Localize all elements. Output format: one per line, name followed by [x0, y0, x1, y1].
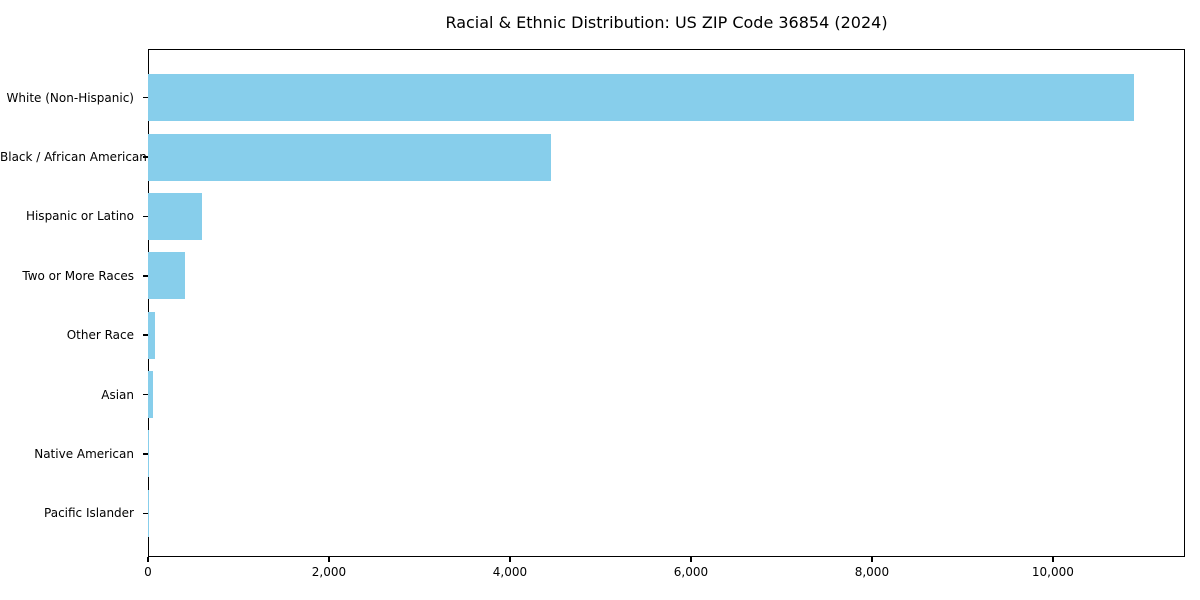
bar-row: Other Race — [0, 306, 1185, 365]
x-tick-mark — [328, 557, 330, 562]
bar-row: Asian — [0, 365, 1185, 424]
bar-track — [148, 371, 1185, 419]
y-tick-mark — [143, 512, 148, 515]
y-tick-mark — [143, 215, 148, 218]
y-axis-label: Other Race — [66, 328, 134, 343]
plot-area — [148, 49, 1185, 557]
y-tick-mark — [143, 334, 148, 336]
bar-track — [148, 192, 1185, 240]
y-axis-label: White (Non-Hispanic) — [6, 90, 134, 105]
y-axis-label: Pacific Islander — [44, 506, 134, 521]
bar — [148, 311, 156, 359]
bar-row: Two or More Races — [0, 246, 1185, 305]
y-tick-mark — [143, 96, 148, 99]
y-tick-mark — [143, 393, 148, 396]
y-tick-mark — [143, 453, 148, 455]
x-tick-mark — [690, 557, 692, 562]
bar — [148, 133, 551, 181]
bar-track — [148, 430, 1185, 478]
bar — [148, 74, 1135, 122]
bar — [148, 252, 186, 300]
bar-row: Black / African American — [0, 127, 1185, 186]
bar — [148, 430, 149, 478]
bar-track — [148, 311, 1185, 359]
chart-title: Racial & Ethnic Distribution: US ZIP Cod… — [445, 13, 888, 32]
y-axis-label: Native American — [34, 446, 134, 461]
y-axis-label: Black / African American — [0, 150, 147, 165]
bar-track — [148, 74, 1185, 122]
x-tick-mark — [509, 557, 511, 562]
bar — [148, 371, 153, 419]
x-tick-label: 8,000 — [854, 565, 890, 579]
y-axis-label: Asian — [101, 387, 134, 402]
x-tick-label: 0 — [144, 565, 152, 579]
x-tick-mark — [871, 557, 873, 562]
y-axis-label: Hispanic or Latino — [25, 209, 134, 224]
bar-track — [148, 252, 1185, 300]
x-axis: 0 2,000 4,000 6,000 8,000 10,000 — [144, 557, 1185, 587]
x-tick-label: 6,000 — [673, 565, 709, 579]
bar-track — [148, 133, 1185, 181]
y-axis-label: Two or More Races — [22, 268, 134, 283]
bar-track — [148, 489, 1185, 537]
bars-container: White (Non-Hispanic) Black / African Amer… — [0, 68, 1185, 543]
x-tick-label: 2,000 — [311, 565, 347, 579]
bar-row: Hispanic or Latino — [0, 187, 1185, 246]
x-tick-mark — [1052, 557, 1054, 562]
x-tick-label: 10,000 — [1031, 565, 1074, 579]
y-tick-mark — [143, 156, 148, 158]
bar-row: White (Non-Hispanic) — [0, 68, 1185, 127]
bar-row: Native American — [0, 424, 1185, 483]
bar — [148, 192, 203, 240]
x-tick-label: 4,000 — [492, 565, 528, 579]
bar-row: Pacific Islander — [0, 484, 1185, 543]
x-tick-mark — [147, 557, 149, 562]
y-tick-mark — [143, 275, 148, 277]
